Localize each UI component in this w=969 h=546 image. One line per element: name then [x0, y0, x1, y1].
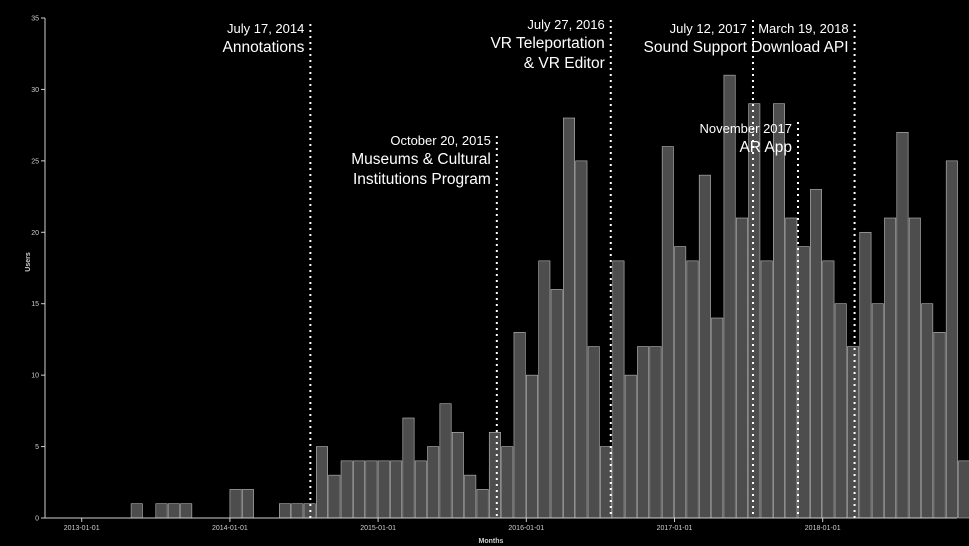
annotation-label-1-1: Institutions Program: [353, 171, 491, 188]
bar-2013-08: [167, 503, 180, 519]
bar-2017-04: [711, 317, 724, 519]
annotation-label-3-0: Sound Support: [644, 39, 748, 56]
annotation-label-0-0: Annotations: [222, 39, 304, 56]
y-axis-title: Users: [25, 252, 32, 272]
bar-2017-10: [785, 217, 798, 519]
bar-2017-05: [723, 74, 736, 519]
bar-2016-11: [649, 346, 662, 519]
bar-2018-05: [871, 303, 884, 519]
y-tick-label-15: 15: [31, 301, 39, 308]
bar-2017-12: [810, 189, 822, 519]
bar-2014-08: [316, 446, 329, 519]
x-tick-label-2018-01-01: 2018-01-01: [805, 525, 841, 532]
bar-2018-04: [859, 231, 872, 519]
bar-2013-07: [155, 503, 168, 519]
x-tick-label-2014-01-01: 2014-01-01: [212, 525, 248, 532]
bar-2015-05: [427, 446, 440, 519]
y-tick-label-35: 35: [31, 16, 39, 23]
annotation-label-2-1: & VR Editor: [524, 55, 605, 72]
bar-undefined: [921, 303, 934, 519]
y-tick-label-5: 5: [35, 444, 39, 451]
bar-2015-01: [377, 460, 390, 519]
bar-2018-08: [908, 217, 921, 519]
bar-undefined: [958, 460, 969, 519]
bar-2017-06: [735, 217, 748, 519]
bar-2015-07: [451, 431, 464, 519]
y-tick-label-20: 20: [31, 230, 39, 237]
bar-2016-10: [637, 346, 650, 519]
bar-2018-01: [822, 260, 835, 519]
bar-2017-09: [772, 103, 785, 519]
annotation-label-2-0: VR Teleportation: [490, 35, 604, 52]
bar-2015-10: [488, 431, 501, 519]
bar-2014-10: [340, 460, 353, 519]
y-tick-label-10: 10: [31, 373, 39, 380]
bar-2015-04: [414, 460, 427, 519]
bar-undefined: [933, 331, 946, 519]
bar-2016-08: [612, 260, 625, 519]
bar-2014-09: [328, 474, 341, 519]
bar-2013-09: [180, 503, 193, 519]
annotation-date-2: July 27, 2016: [527, 17, 604, 32]
bar-2017-03: [698, 174, 711, 519]
bar-2017-01: [674, 246, 687, 519]
bar-2014-11: [353, 460, 366, 519]
x-tick-label-2013-01-01: 2013-01-01: [64, 525, 100, 532]
y-tick-label-30: 30: [31, 87, 39, 94]
bars-layer: [130, 74, 969, 519]
y-tick-label-0: 0: [35, 516, 39, 523]
bar-2014-06: [291, 503, 304, 519]
x-tick-label-2015-01-01: 2015-01-01: [360, 525, 396, 532]
axes-layer: 0 5 10 15 20 25 30 35 2013-01-01 2014-01-01 2015-0…: [31, 16, 957, 532]
bar-2016-04: [563, 117, 575, 519]
annotations-layer: July 17, 2014 Annotations October 20, 2015…: [222, 17, 856, 518]
bar-2015-09: [476, 489, 489, 519]
bar-2018-03: [847, 346, 860, 519]
bar-2016-05: [575, 160, 588, 519]
bar-2017-08: [760, 260, 773, 519]
bar-2013-05: [130, 503, 143, 519]
annotation-label-4-0: AR App: [739, 139, 792, 156]
bar-2018-07: [896, 131, 909, 519]
bar-2015-08: [464, 474, 477, 519]
annotation-label-5-0: Download API: [751, 39, 848, 56]
x-tick-label-2017-01-01: 2017-01-01: [657, 525, 693, 532]
annotation-date-5: March 19, 2018: [758, 21, 848, 36]
annotation-date-0: July 17, 2014: [227, 21, 304, 36]
bar-2017-07: [748, 103, 761, 519]
bar-2015-12: [513, 331, 526, 519]
bar-2016-02: [538, 260, 551, 519]
annotation-date-3: July 12, 2017: [670, 21, 747, 36]
bar-2016-12: [661, 146, 674, 519]
bar-2014-05: [278, 503, 291, 519]
bar-2018-02: [834, 303, 847, 519]
bar-2016-09: [624, 374, 637, 519]
bar-2014-02: [241, 489, 254, 519]
bar-2018-06: [884, 217, 897, 519]
x-tick-label-2016-01-01: 2016-01-01: [508, 525, 544, 532]
annotation-date-4: November 2017: [700, 121, 793, 136]
annotation-label-1-0: Museums & Cultural: [351, 151, 491, 168]
bar-2015-02: [390, 460, 403, 519]
bar-2015-11: [501, 446, 514, 519]
bar-2015-06: [439, 403, 452, 519]
bar-2016-06: [587, 346, 600, 519]
bar-2015-03: [402, 417, 415, 519]
bar-2014-01: [229, 489, 242, 519]
bar-2014-12: [365, 460, 378, 519]
bar-2017-02: [686, 260, 699, 519]
x-axis-title: Months: [479, 538, 504, 545]
bar-2017-11: [797, 246, 810, 519]
bar-2016-03: [550, 289, 563, 519]
y-tick-label-25: 25: [31, 158, 39, 165]
annotation-date-1: October 20, 2015: [390, 133, 490, 148]
bar-2016-01: [525, 374, 538, 519]
bar-undefined: [945, 160, 958, 519]
